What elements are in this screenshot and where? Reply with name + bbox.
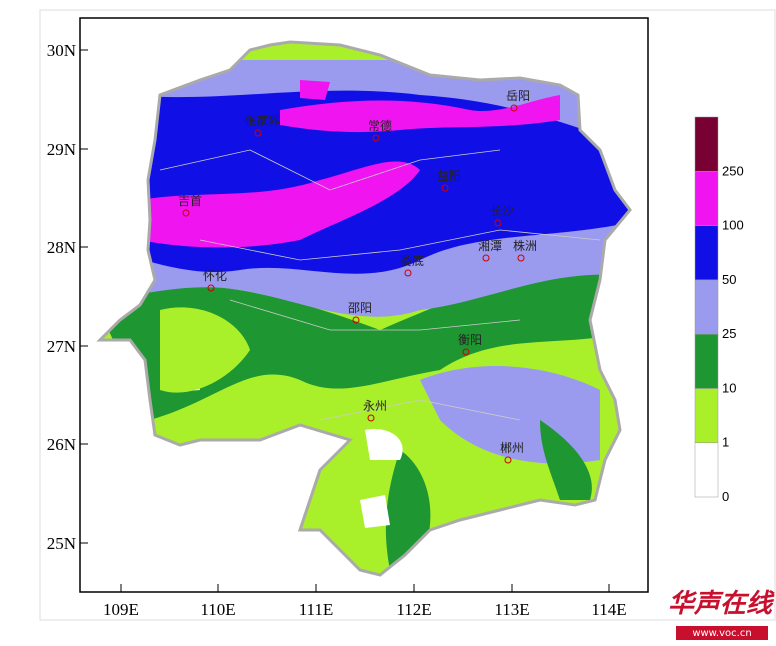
county-border xyxy=(159,149,501,191)
rain-area xyxy=(365,429,403,460)
city-name: 常德 xyxy=(368,118,392,133)
lon-label: 109E xyxy=(103,600,139,619)
lon-label: 113E xyxy=(494,600,529,619)
city-marker xyxy=(352,316,360,324)
legend-swatch xyxy=(694,333,719,389)
city-marker xyxy=(462,348,470,356)
county-border xyxy=(229,299,521,331)
city-name: 益阳 xyxy=(437,169,461,183)
city-name: 永州 xyxy=(363,399,387,413)
legend-label: 0 xyxy=(722,489,729,504)
watermark-brand: 华声在线 xyxy=(668,589,775,619)
lat-label: 26N xyxy=(47,435,76,454)
legend: 0 1 10 25 50 100 250 xyxy=(694,116,744,504)
city-name: 长沙 xyxy=(490,204,514,218)
city-name: 娄底 xyxy=(400,253,424,268)
city-marker xyxy=(372,134,380,142)
legend-swatch xyxy=(694,442,719,498)
legend-label: 25 xyxy=(722,326,736,341)
rain-area xyxy=(300,80,330,100)
lat-label: 25N xyxy=(47,534,76,553)
city-marker xyxy=(441,184,449,192)
city-marker xyxy=(482,254,490,262)
city-marker xyxy=(182,209,190,217)
city-name: 邵阳 xyxy=(348,301,372,315)
legend-swatch xyxy=(694,388,719,443)
legend-label: 100 xyxy=(722,218,744,233)
lat-label: 28N xyxy=(47,238,76,257)
rain-area xyxy=(360,495,390,528)
city-name: 湘潭 xyxy=(478,238,502,253)
city-marker xyxy=(404,269,412,277)
watermark-url: www.voc.cn xyxy=(692,628,751,639)
legend-label: 1 xyxy=(722,435,729,450)
rain-area xyxy=(160,307,250,393)
legend-swatch xyxy=(694,171,719,226)
county-border xyxy=(319,399,521,421)
legend-swatch xyxy=(694,116,719,172)
city-marker xyxy=(504,456,512,464)
city-marker xyxy=(494,219,502,227)
city-name: 吉首 xyxy=(178,194,202,208)
city-name: 郴州 xyxy=(500,441,524,455)
rain-area xyxy=(540,420,592,500)
axes: 30N 29N 28N 27N 26N 25N 109E 110E 111E 112E 113E 11… xyxy=(47,41,627,619)
lon-label: 111E xyxy=(299,600,334,619)
city-marker xyxy=(367,414,375,422)
legend-label: 10 xyxy=(722,380,736,395)
city-name: 岳阳 xyxy=(506,89,530,103)
lat-label: 29N xyxy=(47,140,76,159)
legend-label: 50 xyxy=(722,272,736,287)
legend-swatch xyxy=(694,279,719,335)
lat-label: 27N xyxy=(47,337,76,356)
city-marker xyxy=(207,284,215,292)
rain-area xyxy=(280,95,560,133)
city-marker xyxy=(510,104,518,112)
legend-swatch xyxy=(694,225,719,281)
watermark-bar xyxy=(676,626,768,640)
city-name: 衡阳 xyxy=(458,333,482,347)
lon-label: 110E xyxy=(200,600,235,619)
lon-label: 112E xyxy=(396,600,431,619)
city-name: 株洲 xyxy=(513,238,537,253)
city-marker xyxy=(254,129,262,137)
lon-label: 114E xyxy=(591,600,626,619)
city-name: 张家界 xyxy=(244,113,280,128)
legend-label: 250 xyxy=(722,163,744,178)
city-marker xyxy=(517,254,525,262)
lat-label: 30N xyxy=(47,41,76,60)
rain-area xyxy=(100,250,630,420)
county-border xyxy=(199,229,601,261)
city-name: 怀化 xyxy=(203,269,227,283)
